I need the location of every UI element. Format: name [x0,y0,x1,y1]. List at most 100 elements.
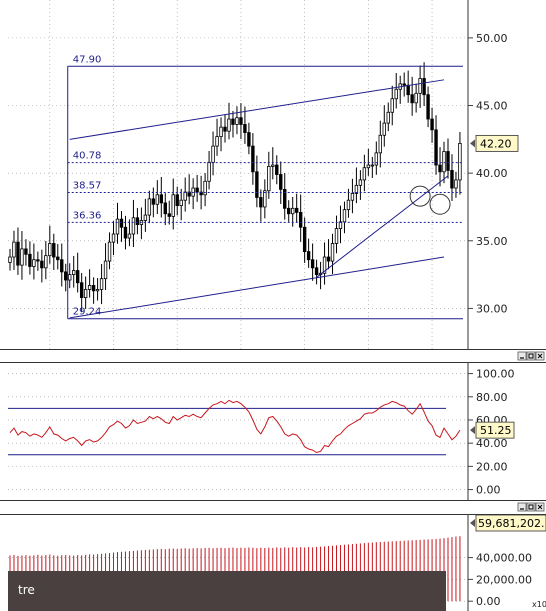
candle[interactable] [283,173,287,220]
candle[interactable] [20,231,24,280]
candle[interactable] [458,132,462,195]
candle[interactable] [64,263,68,292]
candle[interactable] [247,122,251,155]
candle[interactable] [223,114,227,143]
candle[interactable] [40,249,44,283]
candle[interactable] [271,147,275,180]
candle[interactable] [167,200,171,225]
candle[interactable] [446,138,450,179]
candle[interactable] [135,208,140,235]
candle[interactable] [155,180,160,214]
candle[interactable] [60,243,64,287]
candle[interactable] [350,178,355,214]
candle[interactable] [151,187,156,218]
candle[interactable] [342,201,347,234]
candle[interactable] [91,277,96,304]
candle[interactable] [211,131,215,176]
candle[interactable] [219,117,223,152]
candle[interactable] [298,194,303,242]
candle[interactable] [52,233,56,271]
candle[interactable] [183,177,187,212]
chart-restore-icon[interactable] [526,351,536,361]
candle[interactable] [119,211,124,242]
candle[interactable] [263,179,267,219]
candle[interactable] [358,170,363,200]
candle[interactable] [314,259,319,285]
chart-minimize-icon[interactable] [517,351,527,361]
candle[interactable] [95,278,100,301]
chart-restore-icon[interactable] [526,502,536,512]
candle[interactable] [290,196,295,227]
candle[interactable] [99,264,104,305]
candle[interactable] [354,167,359,204]
candle[interactable] [187,174,191,205]
chart-minimize-icon[interactable] [517,502,527,512]
candle[interactable] [231,110,235,138]
candle[interactable] [48,225,52,264]
candle[interactable] [131,199,136,248]
candle[interactable] [36,251,40,271]
candle[interactable] [279,161,283,204]
candle[interactable] [334,215,339,254]
candle[interactable] [410,76,414,116]
candle[interactable] [426,86,430,128]
candle[interactable] [251,133,255,185]
candle[interactable] [12,230,16,271]
candle[interactable] [115,202,120,244]
candle[interactable] [163,193,167,226]
candle[interactable] [275,155,279,185]
candle[interactable] [87,269,92,298]
candle[interactable] [243,106,247,144]
candle[interactable] [306,238,311,268]
candle[interactable] [28,241,32,275]
candle[interactable] [326,239,331,270]
candle[interactable] [450,154,454,202]
candle[interactable] [398,75,402,104]
price-panel[interactable]: 50.00 45.00 40.00 35.00 30.00 47.90 40.78 38.57… [8,0,519,349]
candle[interactable] [68,263,72,289]
candle[interactable] [255,155,259,208]
candle[interactable] [386,102,390,132]
candle[interactable] [322,242,327,285]
candle[interactable] [127,219,132,247]
candle[interactable] [422,62,426,107]
candle[interactable] [191,178,195,210]
candle[interactable] [171,178,175,230]
candle[interactable] [434,115,438,175]
candle[interactable] [370,156,375,179]
candle[interactable] [175,186,179,216]
candle[interactable] [378,120,382,168]
candle[interactable] [438,147,442,187]
candle[interactable] [287,200,291,222]
candle[interactable] [414,83,418,113]
candle[interactable] [402,72,406,97]
candle[interactable] [430,107,434,143]
toolbar-overlay-bar[interactable] [8,571,446,611]
candle[interactable] [159,176,163,218]
candle[interactable] [418,65,422,108]
toolbar-overlay[interactable]: tre [8,571,446,611]
candle[interactable] [207,150,211,190]
candle[interactable] [394,73,398,109]
candle[interactable] [16,227,20,275]
candle[interactable] [72,255,76,288]
candle[interactable] [259,189,263,222]
candle[interactable] [147,190,152,224]
candle[interactable] [294,193,299,223]
candle[interactable] [123,215,128,250]
candle[interactable] [239,103,243,140]
candle[interactable] [330,233,335,275]
candle[interactable] [302,217,307,263]
candle[interactable] [382,105,386,147]
candle[interactable] [310,243,315,281]
candle[interactable] [83,276,88,309]
candle[interactable] [103,243,108,291]
candle[interactable] [8,248,12,271]
candle[interactable] [362,154,367,192]
chart-close-icon[interactable] [535,502,545,512]
candle[interactable] [374,141,379,175]
candle[interactable] [107,232,112,270]
candle[interactable] [235,106,239,135]
candle[interactable] [139,207,144,240]
